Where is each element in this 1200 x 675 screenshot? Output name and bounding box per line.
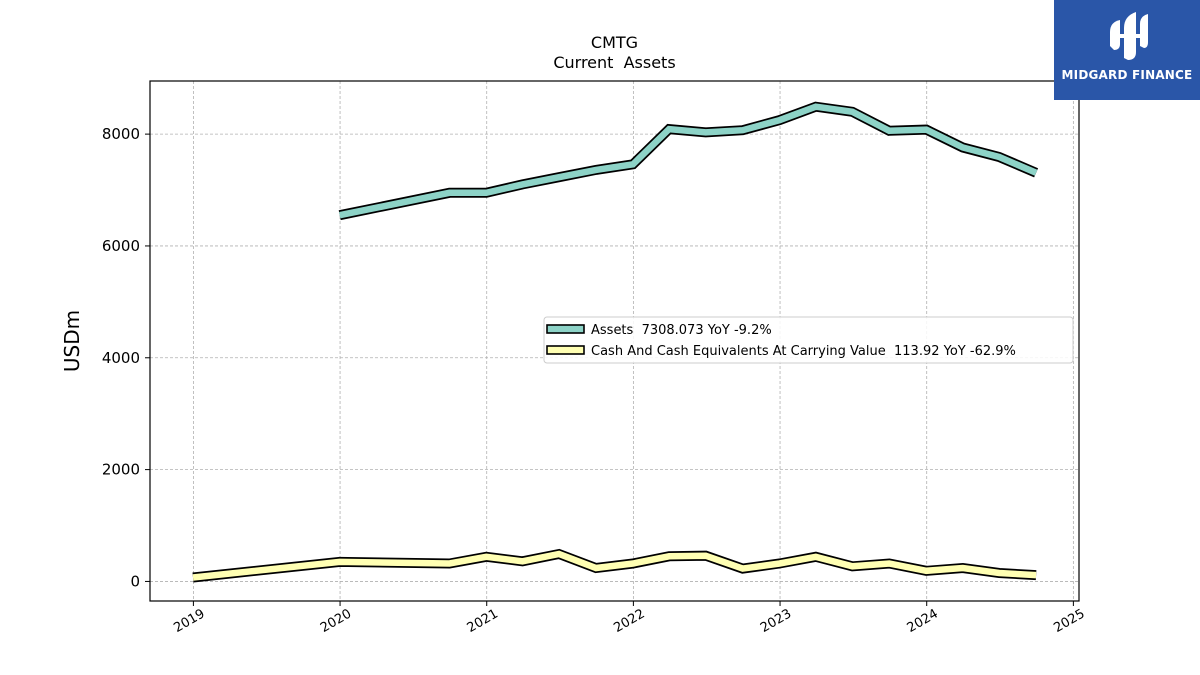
legend-swatch bbox=[546, 345, 585, 355]
brand-logo: MIDGARD FINANCE bbox=[1054, 0, 1200, 100]
y-tick-label: 2000 bbox=[102, 461, 140, 479]
legend-swatch bbox=[546, 324, 585, 334]
brand-name: MIDGARD FINANCE bbox=[1061, 68, 1193, 82]
x-tick-label: 2024 bbox=[905, 606, 941, 636]
legend: Assets 7308.073 YoY -9.2% Cash And Cash E… bbox=[543, 316, 1074, 364]
legend-label: Cash And Cash Equivalents At Carrying Va… bbox=[591, 344, 1016, 359]
x-tick-label: 2020 bbox=[318, 606, 354, 636]
y-axis-label: USDm bbox=[60, 310, 84, 372]
plot-frame bbox=[149, 80, 1080, 602]
y-tick-label: 6000 bbox=[102, 237, 140, 255]
series-layer bbox=[192, 101, 1039, 583]
axes: 2019 2020 2021 2022 2023 2024 2025 0 2000 4000 600… bbox=[102, 125, 1088, 636]
series-cash-line bbox=[192, 550, 1037, 581]
chart-subtitle: Current Assets bbox=[553, 53, 675, 72]
series-cash bbox=[192, 548, 1037, 583]
x-tick-label: 2022 bbox=[611, 606, 647, 636]
legend-label: Assets 7308.073 YoY -9.2% bbox=[591, 323, 772, 338]
series-assets-outline bbox=[338, 101, 1039, 221]
y-tick-label: 8000 bbox=[102, 125, 140, 143]
chart-title: CMTG bbox=[591, 33, 638, 52]
x-tick-label: 2019 bbox=[171, 606, 207, 636]
series-assets bbox=[338, 101, 1039, 221]
midgard-logo-icon bbox=[1110, 12, 1148, 60]
x-tick-label: 2021 bbox=[465, 606, 501, 636]
y-tick-label: 0 bbox=[130, 572, 140, 590]
legend-box bbox=[543, 316, 1074, 364]
y-tick-label: 4000 bbox=[102, 349, 140, 367]
series-assets-line bbox=[339, 103, 1038, 219]
x-tick-label: 2023 bbox=[758, 606, 794, 636]
x-tick-label: 2025 bbox=[1051, 606, 1087, 636]
